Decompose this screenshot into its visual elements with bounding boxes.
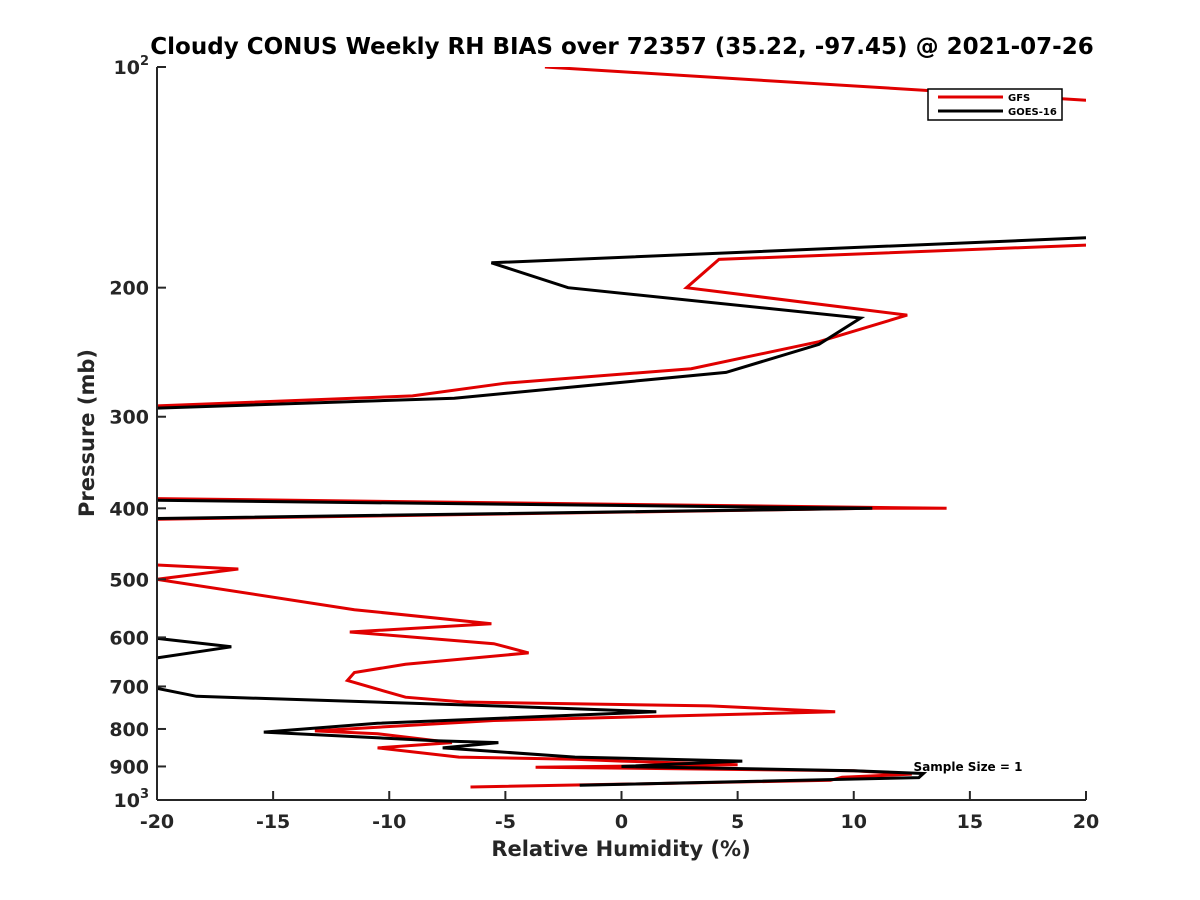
sample-size-annotation: Sample Size = 1 [914,760,1023,774]
y-tick-label: 300 [109,407,149,429]
ticks-layer: -20 -15 -10 -5 0 5 10 15 20 102 200 300 400 500 600 700… [109,54,1099,833]
y-tick-label: 600 [109,627,149,649]
x-tick-label: 5 [731,811,744,833]
y-tick-label: 102 [114,54,150,79]
y-tick-label: 103 [114,787,150,812]
x-tick-label: 10 [841,811,867,833]
series-line-goes-16-segment-4 [157,686,928,787]
x-tick-label: -20 [140,811,174,833]
series-line-goes-16-segment-3 [157,636,232,660]
legend-box [927,88,1063,121]
plot-area [157,67,1086,800]
x-tick-label: -5 [495,811,516,833]
series-line-goes-16-segment-2 [157,498,873,520]
legend: GFS GOES-16 [927,88,1063,121]
y-tick-label: 200 [109,278,149,300]
y-tick-label: 700 [109,676,149,698]
legend-label-goes-16: GOES-16 [1008,107,1057,118]
chart-title: Cloudy CONUS Weekly RH BIAS over 72357 (… [150,34,1093,60]
x-axis-label: Relative Humidity (%) [491,837,750,861]
y-tick-label: 500 [109,569,149,591]
x-tick-label: 0 [615,811,628,833]
y-tick-label: 900 [109,756,149,778]
x-tick-label: -15 [256,811,290,833]
y-tick-label: 800 [109,719,149,741]
x-tick-label: 20 [1073,811,1099,833]
y-axis-label: Pressure (mb) [75,349,99,517]
plot-background [157,67,1086,800]
series-line-goes-16-segment-1 [157,236,1086,410]
series-layer [157,67,1086,789]
y-tick-label: 400 [109,498,149,520]
series-line-gfs-segment-4 [157,563,912,789]
legend-label-gfs: GFS [1008,93,1030,104]
x-tick-label: 15 [957,811,983,833]
series-line-gfs-segment-2 [157,243,1086,408]
x-tick-label: -10 [372,811,406,833]
